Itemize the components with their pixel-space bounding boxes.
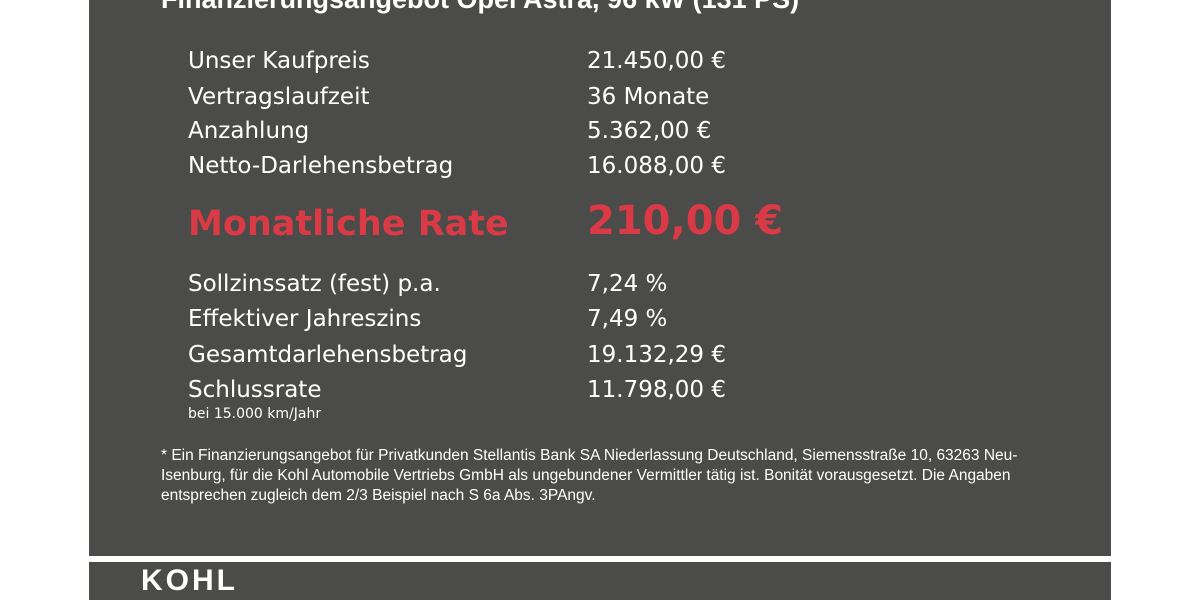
row-schlussrate: Schlussrate 11.798,00 €	[188, 376, 726, 404]
footnote: * Ein Finanzierungsangebot für Privatkun…	[161, 447, 1018, 504]
row-monthly-rate: Monatliche Rate 210,00 €	[188, 200, 783, 245]
row-kaufpreis: Unser Kaufpreis 21.450,00 €	[188, 47, 726, 75]
row-value: 7,24 %	[587, 271, 668, 297]
row-label: Sollzinssatz (fest) p.a.	[188, 271, 441, 297]
row-value: 19.132,29 €	[587, 342, 726, 368]
divider	[89, 556, 1111, 562]
row-value: 21.450,00 €	[587, 48, 726, 74]
offer-title: Finanzierungsangebot Opel Astra, 96 kW (…	[161, 0, 799, 15]
row-label: Anzahlung	[188, 118, 310, 144]
kohl-logo: KOHL	[141, 564, 238, 597]
row-label: Effektiver Jahreszins	[188, 306, 422, 332]
row-label: Schlussrate	[188, 377, 322, 403]
row-label: Vertragslaufzeit	[188, 84, 370, 110]
mileage-note: bei 15.000 km/Jahr	[188, 406, 322, 422]
row-label: Netto-Darlehensbetrag	[188, 153, 454, 179]
row-value: 16.088,00 €	[587, 153, 726, 179]
rate-value: 210,00 €	[587, 198, 784, 244]
row-label: Gesamtdarlehensbetrag	[188, 342, 468, 368]
row-effektiv: Effektiver Jahreszins 7,49 %	[188, 305, 667, 333]
row-label: Unser Kaufpreis	[188, 48, 370, 74]
offer-panel: Finanzierungsangebot Opel Astra, 96 kW (…	[89, 0, 1111, 600]
row-netto: Netto-Darlehensbetrag 16.088,00 €	[188, 152, 726, 180]
row-laufzeit: Vertragslaufzeit 36 Monate	[188, 83, 709, 111]
row-value: 5.362,00 €	[587, 118, 712, 144]
row-value: 36 Monate	[587, 84, 710, 110]
row-value: 7,49 %	[587, 306, 668, 332]
row-anzahlung: Anzahlung 5.362,00 €	[188, 117, 711, 145]
row-value: 11.798,00 €	[587, 377, 726, 403]
row-gesamt: Gesamtdarlehensbetrag 19.132,29 €	[188, 341, 726, 369]
row-sollzins: Sollzinssatz (fest) p.a. 7,24 %	[188, 270, 667, 298]
rate-label: Monatliche Rate	[188, 204, 509, 244]
